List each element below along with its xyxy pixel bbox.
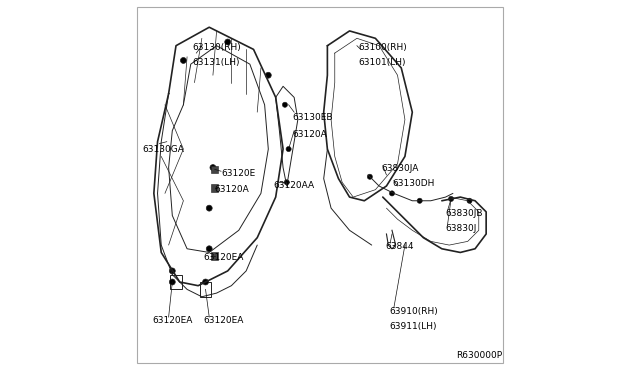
Text: 63830JA: 63830JA [381,164,419,173]
Circle shape [203,279,209,285]
Text: 63830JB: 63830JB [445,209,483,218]
Text: 63120EA: 63120EA [152,316,193,325]
Circle shape [225,39,230,45]
Text: 63830J: 63830J [445,224,477,233]
Circle shape [284,180,289,185]
Circle shape [389,191,395,196]
Text: 63100(RH): 63100(RH) [359,43,408,52]
Text: 63120AA: 63120AA [274,182,315,190]
Circle shape [206,246,212,252]
Text: R630000P: R630000P [456,350,503,360]
Circle shape [210,164,216,170]
Text: 63120E: 63120E [221,169,255,177]
Bar [211,253,218,260]
Text: 63120A: 63120A [215,185,250,194]
Circle shape [449,196,454,202]
Text: 63120A: 63120A [292,130,327,139]
Text: 63101(LH): 63101(LH) [359,58,406,67]
Text: 63844: 63844 [386,243,414,251]
Circle shape [282,102,287,108]
Circle shape [417,198,422,203]
Circle shape [286,147,291,152]
Text: 63910(RH): 63910(RH) [389,307,438,316]
Circle shape [206,205,212,211]
Bar [211,166,218,173]
Circle shape [266,72,271,78]
Text: 63131(LH): 63131(LH) [193,58,240,67]
Circle shape [180,58,186,63]
Bar [211,184,218,192]
Circle shape [367,174,372,179]
Text: 63130DH: 63130DH [392,179,435,187]
Text: 63120EA: 63120EA [204,253,244,263]
Circle shape [170,279,175,285]
Text: 63911(LH): 63911(LH) [389,322,437,331]
Bar [200,282,211,297]
Text: 63130(RH): 63130(RH) [193,43,241,52]
Text: 63130GA: 63130GA [142,145,184,154]
Circle shape [170,268,175,274]
Bar [170,275,182,289]
Circle shape [467,198,472,203]
Text: 63130EB: 63130EB [292,113,333,122]
Text: 63120EA: 63120EA [204,316,244,325]
